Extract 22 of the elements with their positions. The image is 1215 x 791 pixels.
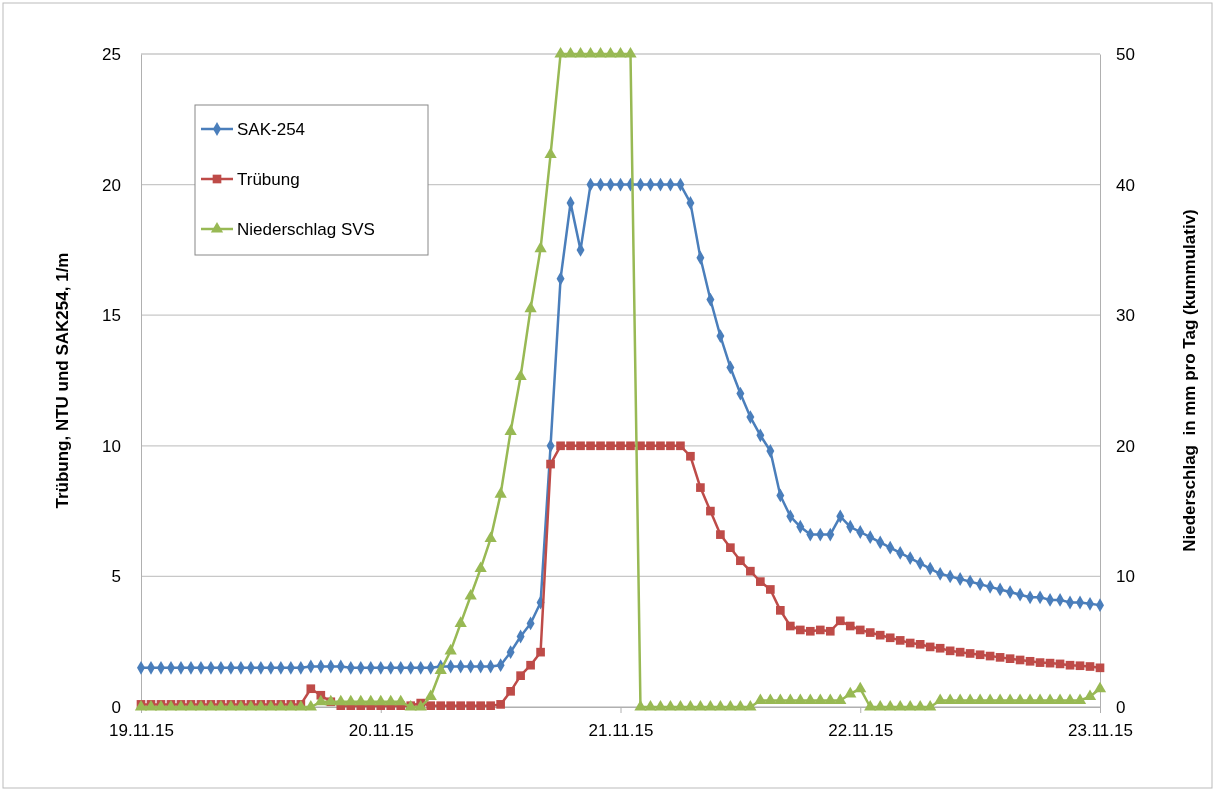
legend-label: Niederschlag SVS (237, 219, 375, 239)
x-tick-label: 22.11.15 (828, 721, 894, 741)
y2-tick-label: 40 (1116, 175, 1135, 195)
y-tick-label: 5 (111, 567, 121, 587)
y2-tick-label: 20 (1116, 436, 1135, 456)
y2-tick-label: 10 (1116, 567, 1135, 587)
y2-tick-label: 30 (1116, 306, 1135, 326)
x-tick-label: 21.11.15 (588, 721, 654, 741)
y-tick-label: 20 (102, 175, 121, 195)
y2-axis-title: Niederschlag in mm pro Tag (kummulativ) (1180, 209, 1199, 552)
legend-label: SAK-254 (237, 119, 306, 139)
y-tick-label: 0 (111, 697, 121, 717)
legend-label: Trübung (237, 169, 300, 189)
y-axis-title: Trübung, NTU und SAK254, 1/m (53, 252, 72, 509)
x-tick-label: 19.11.15 (109, 721, 174, 741)
y-tick-label: 15 (102, 306, 121, 326)
x-tick-label: 20.11.15 (348, 721, 414, 741)
y-tick-label: 10 (102, 436, 121, 456)
x-tick-label: 23.11.15 (1068, 721, 1133, 741)
y-tick-label: 25 (102, 44, 121, 64)
y2-tick-label: 50 (1116, 44, 1135, 64)
y2-tick-label: 0 (1116, 697, 1126, 717)
